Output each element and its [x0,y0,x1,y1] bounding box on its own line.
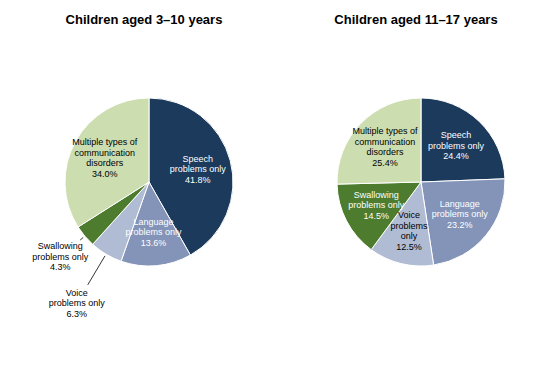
svg-text:Languageproblems only23.2%: Languageproblems only23.2% [432,199,489,230]
svg-text:Voiceproblemsonly12.5%: Voiceproblemsonly12.5% [390,210,428,252]
html-text:Children aged 3–10 years: Children aged 3–10 years [65,12,223,27]
svg-text:Speechproblems only41.8%: Speechproblems only41.8% [170,154,227,185]
svg-text:Speechproblems only24.4%: Speechproblems only24.4% [428,130,485,161]
svg-text:Voiceproblems only6.3%: Voiceproblems only6.3% [49,288,106,319]
svg-text:Multiple types ofcommunication: Multiple types ofcommunicationdisorders3… [72,137,138,179]
svg-text:Multiple types ofcommunication: Multiple types ofcommunicationdisorders2… [352,126,418,168]
svg-text:Languageproblems only13.6%: Languageproblems only13.6% [125,217,182,248]
svg-text:Swallowingproblems only14.5%: Swallowingproblems only14.5% [348,190,405,221]
svg-text:Swallowingproblems only4.3%: Swallowingproblems only4.3% [32,241,89,272]
html-text:Children aged 11–17 years: Children aged 11–17 years [334,12,498,27]
